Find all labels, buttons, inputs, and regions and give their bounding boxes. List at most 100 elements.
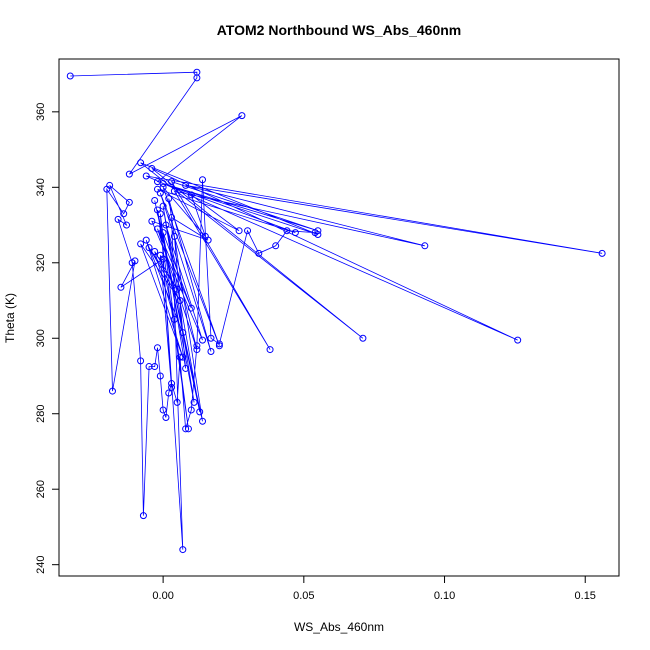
data-point [108,387,116,395]
data-point [272,242,280,250]
data-point [598,249,606,257]
data-point [199,176,207,184]
data-point [156,372,164,380]
data-point [153,225,161,233]
data-point [168,178,176,186]
data-point [238,112,246,120]
data-point [159,406,167,414]
data-point [114,215,122,223]
data-point [193,74,201,82]
data-point [182,364,190,372]
data-point [176,297,184,305]
data-point [165,195,173,203]
series-lines [70,71,603,550]
y-tick-label: 300 [35,329,47,347]
data-point [179,353,187,361]
data-point [170,187,178,195]
data-point [176,353,184,361]
data-point [215,342,223,350]
y-tick-label: 240 [35,555,47,573]
y-axis-label: Theta (K) [3,293,17,343]
data-point [125,198,133,206]
data-point [170,232,178,240]
data-point [128,259,136,267]
data-point [139,512,147,520]
data-point [173,398,181,406]
series-line [70,71,603,550]
data-point [106,181,114,189]
data-point [125,170,133,178]
x-tick-label: 0.15 [575,590,596,602]
data-point [159,202,167,210]
data-point [120,210,128,218]
data-point [142,236,150,244]
y-tick-label: 280 [35,405,47,423]
data-point [421,242,429,250]
data-point [153,344,161,352]
data-point [199,336,207,344]
data-point [190,398,198,406]
data-point [235,227,243,235]
data-point [159,255,167,263]
data-point [159,180,167,188]
data-point [151,197,159,205]
data-point [170,315,178,323]
data-point [204,236,212,244]
data-point [148,217,156,225]
chart-title: ATOM2 Northbound WS_Abs_460nm [217,22,462,38]
data-point [137,240,145,248]
y-tick-label: 260 [35,480,47,498]
data-point [151,247,159,255]
x-axis-label: WS_Abs_460nm [294,620,384,634]
data-point [168,213,176,221]
data-point [311,229,319,237]
data-point [137,357,145,365]
data-point [359,334,367,342]
data-point [168,380,176,388]
y-tick-label: 340 [35,178,47,196]
data-point [182,425,190,433]
data-point [193,342,201,350]
data-point [193,346,201,354]
data-point [137,159,145,167]
x-tick-label: 0.00 [152,590,173,602]
data-point [187,304,195,312]
data-point [159,229,167,237]
data-point [266,346,274,354]
data-point [142,172,150,180]
data-point [199,417,207,425]
y-axis: 240 260 280 300 320 340 360 [35,103,60,574]
data-point [173,285,181,293]
data-point [514,336,522,344]
data-point [148,164,156,172]
data-point [123,221,131,229]
data-point [184,425,192,433]
y-tick-label: 360 [35,103,47,121]
y-tick-label: 320 [35,254,47,272]
series-points [66,68,606,554]
data-point [165,389,173,397]
data-point [66,72,74,80]
data-point [179,546,187,554]
x-tick-label: 0.10 [434,590,455,602]
data-point [159,183,167,191]
data-point [215,340,223,348]
data-point [179,329,187,337]
data-point [117,283,125,291]
data-point [187,406,195,414]
data-point [145,244,153,252]
data-point [255,249,263,257]
data-point [151,363,159,371]
data-point [291,229,299,237]
data-point [207,347,215,355]
data-point [182,181,190,189]
data-point [156,189,164,197]
data-point [162,221,170,229]
data-point [283,227,291,235]
data-point [156,210,164,218]
data-point [162,414,170,422]
data-point [244,227,252,235]
data-point [168,383,176,391]
data-point [207,334,215,342]
